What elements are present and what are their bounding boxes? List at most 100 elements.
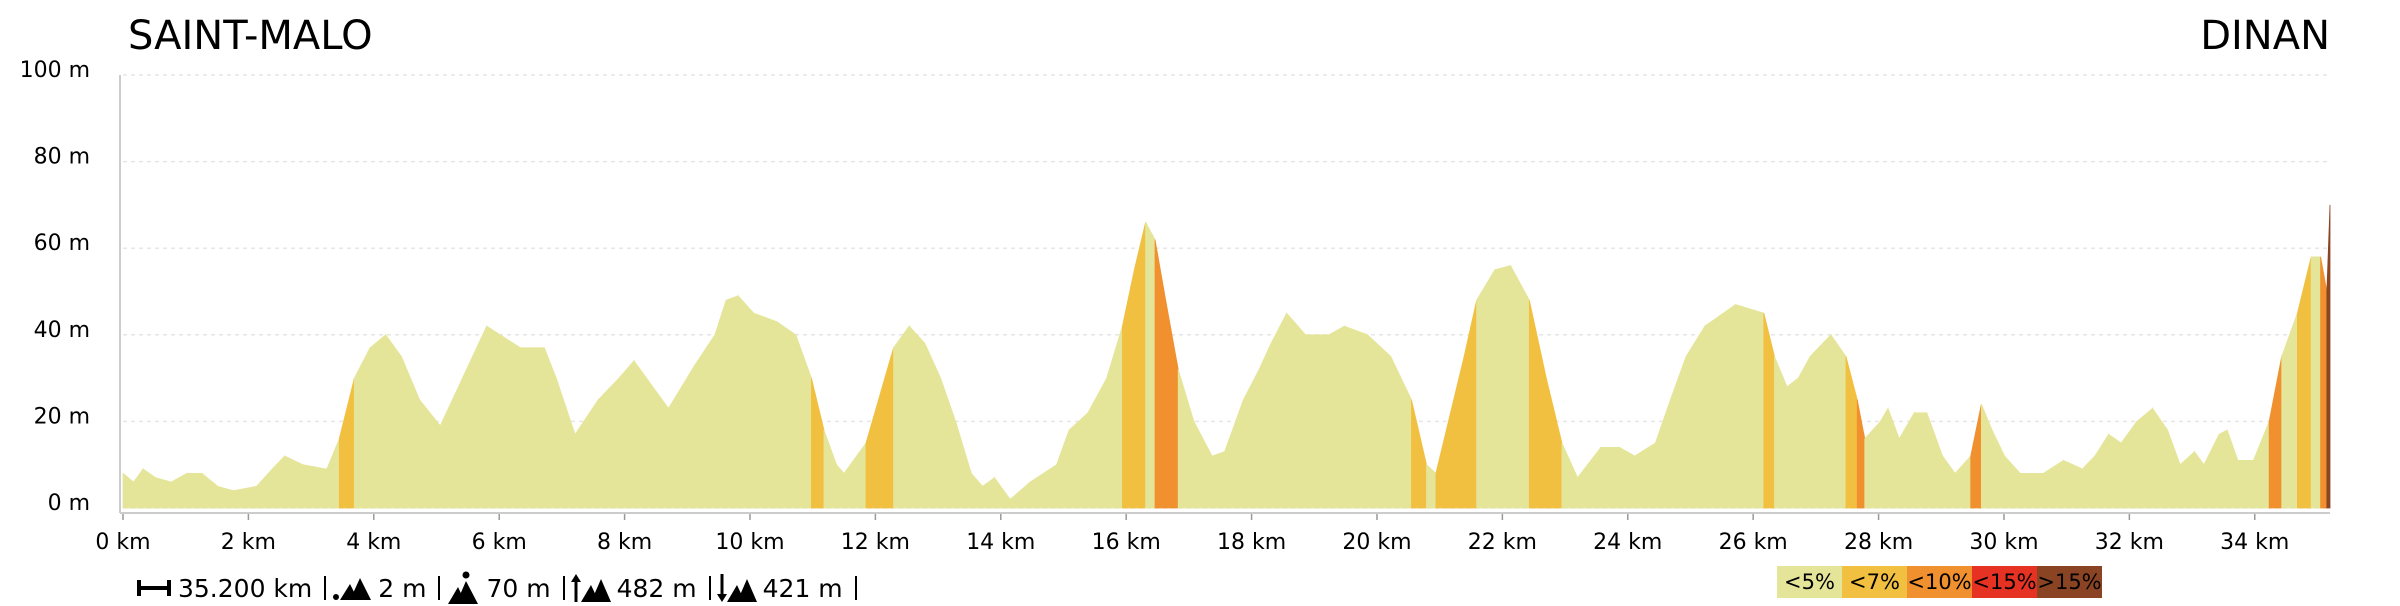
profile-segment [1654, 399, 1671, 509]
profile-segment [520, 347, 545, 509]
x-tick-label: 30 km [1969, 530, 2038, 555]
legend-label: <15% [1972, 570, 2036, 594]
legend-label: >15% [2037, 570, 2101, 594]
x-tick-label: 34 km [2220, 530, 2289, 555]
profile-segment [326, 438, 340, 509]
y-tick-label: 40 m [34, 318, 90, 343]
stat-value: 70 m [486, 573, 551, 603]
profile-segment [1411, 399, 1427, 509]
profile-segment [1328, 325, 1345, 509]
profile-segment [725, 295, 739, 509]
profile-segment [555, 377, 576, 509]
profile-segment [1880, 406, 1889, 509]
x-tick-label: 28 km [1844, 530, 1913, 555]
profile-segment [2043, 459, 2064, 509]
profile-segment [994, 476, 1011, 509]
profile-segment [811, 378, 825, 509]
legend-swatch [1842, 566, 1907, 598]
profile-segment [1243, 369, 1260, 509]
stat-max: 70 m [440, 571, 565, 604]
profile-segment [737, 294, 755, 509]
x-tick-label: 14 km [966, 530, 1035, 555]
profile-segment [1305, 334, 1330, 509]
profile-segment [982, 476, 995, 509]
profile-segment [2167, 429, 2181, 509]
profile-segment [1211, 451, 1226, 509]
min-elevation-icon [333, 578, 372, 600]
x-tick-label: 12 km [841, 530, 910, 555]
profile-segment [1887, 408, 1900, 509]
x-tick-label: 16 km [1092, 530, 1161, 555]
x-tick-label: 26 km [1719, 530, 1788, 555]
y-tick-label: 20 m [34, 404, 90, 429]
profile-segment [940, 377, 957, 509]
profile-segment [1087, 377, 1108, 509]
profile-segment [170, 472, 188, 509]
profile-segment [1133, 222, 1147, 509]
y-tick-label: 100 m [20, 58, 90, 83]
profile-segment [543, 347, 557, 509]
profile-segment [1670, 356, 1687, 509]
profile-segment [2296, 256, 2312, 509]
stats-row: 35.200 km 2 m 70 m 482 m 421 m [130, 570, 857, 606]
profile-segment [1991, 429, 2005, 509]
start-title: SAINT-MALO [128, 13, 373, 59]
profile-segment [1830, 333, 1847, 509]
legend-swatch [1777, 566, 1842, 598]
profile-segment [256, 467, 273, 509]
x-tick-label: 32 km [2095, 530, 2164, 555]
profile-segment [284, 455, 304, 509]
profile-segment [2320, 256, 2328, 509]
y-tick-label: 80 m [34, 145, 90, 170]
profile-segment [2237, 459, 2254, 509]
profile-segment [1435, 421, 1449, 509]
stat-min: 2 m [326, 574, 441, 603]
profile-segment [668, 363, 696, 509]
profile-segment [1122, 269, 1135, 509]
profile-segment [1797, 356, 1811, 509]
profile-segment [1845, 356, 1858, 509]
profile-segment [155, 477, 172, 509]
profile-segment [2081, 455, 2096, 509]
profile-segment [1476, 268, 1496, 509]
profile-segment [2326, 204, 2331, 509]
legend-swatch [1907, 566, 1972, 598]
profile-segment [2268, 356, 2283, 509]
legend-swatch [1972, 566, 2037, 598]
profile-segment [2281, 313, 2298, 509]
stat-distance: 35.200 km [130, 574, 327, 603]
legend-label: <7% [1849, 570, 1900, 594]
profile-segment [1448, 356, 1465, 509]
profile-segment [1685, 324, 1706, 509]
profile-segment [2310, 256, 2321, 509]
profile-segment [1106, 326, 1123, 509]
profile-segment [1545, 378, 1563, 509]
profile-segment [1145, 222, 1156, 509]
x-tick-label: 4 km [346, 530, 401, 555]
profile-segment [1942, 454, 1956, 509]
legend-label: <10% [1907, 570, 1971, 594]
profile-segment [970, 472, 984, 509]
profile-segment [1809, 333, 1832, 509]
profile-segment [2253, 421, 2270, 509]
profile-segment [2194, 450, 2205, 509]
profile-segment [2179, 450, 2195, 509]
profile-segment [186, 472, 203, 509]
profile-segment [2152, 407, 2169, 509]
profile-segment [1068, 411, 1089, 509]
profile-segment [385, 333, 402, 509]
x-tick-label: 2 km [221, 530, 276, 555]
profile-segment [353, 347, 371, 509]
legend-swatch [2037, 566, 2102, 598]
axes: 0 m 20 m 40 m 60 m 80 m 100 m 0 km 2 km 4 km 6 km… [20, 58, 2330, 555]
profile-segment [1056, 429, 1070, 509]
profile-segment [1224, 399, 1244, 509]
profile-segment [1786, 377, 1799, 509]
profile-segment [1954, 455, 1972, 509]
profile-segment [232, 485, 257, 509]
profile-segment [1426, 463, 1437, 509]
profile-segment [714, 300, 727, 509]
distance-icon [137, 580, 171, 596]
profile-segment [302, 464, 328, 509]
